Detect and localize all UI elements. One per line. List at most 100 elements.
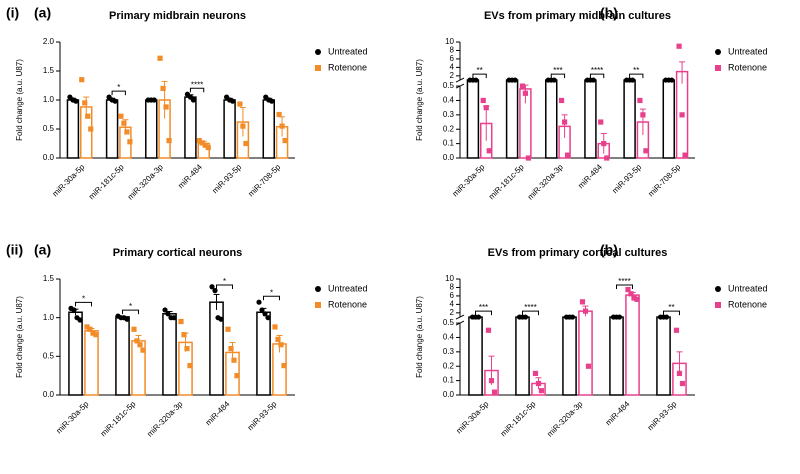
y-tick-label: 0.0 <box>43 153 55 162</box>
bar <box>609 316 624 396</box>
significance-label: ** <box>476 66 482 75</box>
data-point <box>669 77 675 83</box>
y-tick-label: 1.0 <box>43 313 55 322</box>
x-tick-label: miR-484 <box>576 162 604 190</box>
data-point <box>231 357 237 363</box>
data-point <box>676 370 683 377</box>
y-axis-label: Fold change (a.u. U87) <box>15 296 24 378</box>
data-point <box>643 148 649 154</box>
y-tick-label: 0.3 <box>443 347 455 356</box>
data-point <box>71 307 77 313</box>
y-tick-label: 1.0 <box>43 95 55 104</box>
significance-bracket <box>263 295 280 301</box>
data-point <box>196 138 202 144</box>
data-point <box>663 314 670 320</box>
x-tick-label: miR-93-5p <box>246 399 279 432</box>
significance-label: **** <box>591 66 603 75</box>
data-point <box>265 315 271 321</box>
data-point <box>121 120 127 126</box>
data-point <box>256 299 262 305</box>
legend-marker <box>715 65 721 71</box>
data-point <box>181 332 187 338</box>
data-point <box>163 104 169 110</box>
data-point <box>279 123 285 129</box>
data-point <box>234 373 240 379</box>
panel-label: (a) <box>34 5 51 21</box>
data-point <box>90 330 96 336</box>
data-point <box>73 98 79 104</box>
data-point <box>218 316 224 322</box>
data-point <box>228 346 234 352</box>
significance-bracket <box>589 73 605 79</box>
significance-label: **** <box>191 80 203 89</box>
data-point <box>512 77 518 83</box>
bar <box>256 311 271 396</box>
data-point <box>278 342 284 348</box>
data-point <box>87 326 93 332</box>
data-point <box>522 90 529 96</box>
data-point <box>485 327 492 333</box>
y-tick-label: 0.3 <box>443 110 455 119</box>
data-point <box>679 112 685 118</box>
section-label: (i) <box>6 5 19 21</box>
chart-title: Primary cortical neurons <box>113 247 243 259</box>
bar <box>223 99 236 159</box>
y-tick-label: 0.5 <box>43 124 55 133</box>
y-tick-label: 0.4 <box>443 96 455 105</box>
data-point <box>199 140 205 146</box>
data-point <box>522 314 529 320</box>
bar <box>545 79 558 159</box>
bar <box>584 79 597 159</box>
bar <box>662 79 675 159</box>
bar <box>105 99 119 159</box>
bar <box>515 316 530 396</box>
data-point <box>272 324 278 330</box>
x-tick-label: miR-93-5p <box>210 162 243 195</box>
y-tick-label: 0.2 <box>443 124 455 133</box>
data-point <box>171 315 177 321</box>
y-tick-label: 10 <box>445 274 454 283</box>
legend-label: Rotenone <box>728 62 767 72</box>
bar <box>184 96 197 159</box>
data-point <box>282 138 288 144</box>
significance-label: ** <box>668 303 674 312</box>
data-point <box>569 314 576 320</box>
x-tick-label: miR-181c-5p <box>487 162 526 201</box>
legend-marker <box>315 49 321 55</box>
data-point <box>480 97 486 104</box>
data-point <box>140 347 146 353</box>
significance-label: **** <box>524 303 536 312</box>
x-tick-label: miR-484 <box>604 399 632 427</box>
x-tick-label: miR-30a-5p <box>54 399 90 435</box>
data-point <box>165 311 171 317</box>
significance-bracket <box>122 309 139 315</box>
data-point <box>625 286 631 293</box>
axis-break <box>455 77 465 83</box>
x-tick-label: miR-30a-5p <box>451 162 487 198</box>
significance-bracket <box>75 301 92 307</box>
significance-bracket <box>216 284 233 289</box>
x-tick-label: miR-320a-3p <box>526 162 565 201</box>
bar <box>66 99 80 159</box>
data-point <box>475 314 482 320</box>
legend-label: Untreated <box>328 46 368 56</box>
legend-marker <box>315 302 321 308</box>
data-point <box>77 317 83 323</box>
data-point <box>519 83 526 89</box>
data-point <box>229 98 236 104</box>
data-point <box>281 363 287 369</box>
y-tick-label: 4 <box>450 299 455 308</box>
y-tick-label: 4 <box>450 62 455 71</box>
significance-label: * <box>129 302 132 311</box>
significance-label: * <box>82 294 85 303</box>
y-tick-label: 2 <box>450 308 455 317</box>
y-tick-label: 0.0 <box>443 153 455 162</box>
data-point <box>601 141 607 147</box>
y-tick-label: 0.1 <box>443 139 455 148</box>
data-point <box>162 307 168 313</box>
data-point <box>551 77 557 83</box>
data-point <box>585 363 592 369</box>
data-point <box>85 113 91 119</box>
bar <box>656 316 671 396</box>
